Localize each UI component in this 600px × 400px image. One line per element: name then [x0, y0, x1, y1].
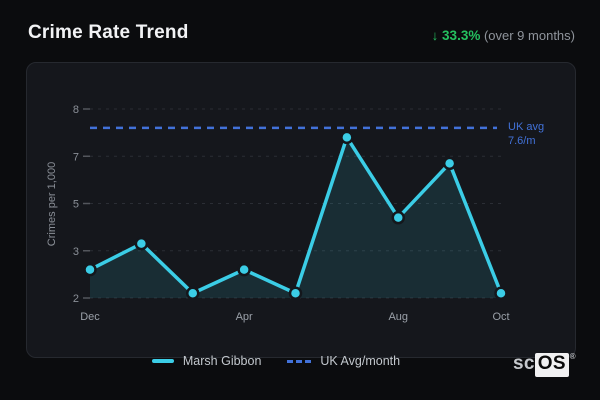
y-tick-label: 3	[73, 246, 79, 258]
registered-trademark-icon: ®	[569, 352, 576, 361]
delta-period: (over 9 months)	[483, 28, 575, 43]
crime-chart[interactable]: 2 3 5 7 8 Dec Apr Aug Oct UK avg 7.6/m	[27, 63, 575, 357]
area-fill	[90, 137, 501, 298]
dashed-line-swatch	[287, 359, 312, 363]
data-point[interactable]	[494, 286, 508, 301]
logo-prefix: sc	[513, 353, 535, 374]
delta-value: 33.3%	[442, 28, 481, 43]
data-point[interactable]	[186, 286, 200, 301]
solid-line-swatch	[151, 359, 174, 363]
scos-logo: sc OS ®	[513, 353, 576, 377]
x-tick-label: Aug	[388, 311, 408, 323]
x-tick-label: Oct	[492, 311, 509, 323]
legend-label-marsh-gibbon: Marsh Gibbon	[182, 354, 262, 368]
down-arrow-icon: ↓	[431, 28, 439, 43]
chart-panel: Crimes per 1,000 2 3 5 7 8 Dec Apr Aug Oct UK avg…	[26, 62, 576, 358]
legend: Marsh Gibbon UK Avg/month	[0, 354, 552, 368]
data-point[interactable]	[391, 210, 405, 225]
x-tick-label: Apr	[236, 311, 253, 323]
data-point[interactable]	[134, 236, 149, 251]
data-point[interactable]	[442, 156, 457, 171]
y-tick-label: 5	[73, 199, 79, 211]
y-tick-label: 8	[73, 104, 79, 116]
logo-box: OS	[534, 353, 569, 377]
data-point[interactable]	[340, 130, 354, 145]
x-tick-label: Dec	[80, 311, 100, 323]
legend-item-marsh-gibbon[interactable]: Marsh Gibbon	[151, 354, 262, 368]
legend-label-uk-avg: UK Avg/month	[320, 354, 401, 368]
uk-avg-label: UK avg	[508, 121, 544, 133]
trend-delta: ↓ 33.3% (over 9 months)	[432, 28, 575, 43]
data-point[interactable]	[288, 286, 303, 301]
page-title: Crime Rate Trend	[28, 22, 189, 43]
y-tick-label: 7	[73, 151, 79, 163]
legend-item-uk-avg[interactable]: UK Avg/month	[287, 354, 400, 368]
data-point[interactable]	[83, 262, 97, 277]
y-tick-label: 2	[73, 293, 79, 305]
uk-avg-value: 7.6/m	[508, 135, 536, 147]
data-point[interactable]	[237, 262, 251, 277]
